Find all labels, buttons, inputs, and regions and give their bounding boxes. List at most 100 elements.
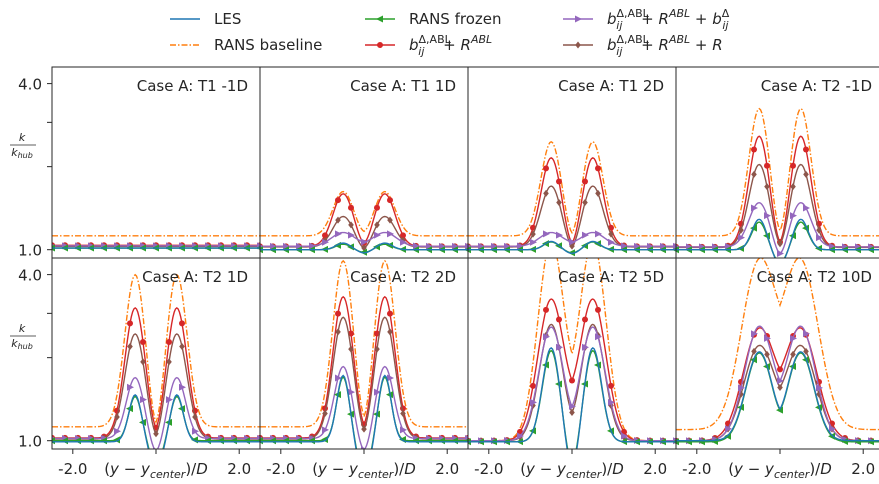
series-point-b_r_r: [387, 216, 393, 224]
legend-label-b_r: bΔ,ABL ij + RABL: [409, 33, 492, 58]
series-point-b_r: [335, 310, 341, 317]
series-point-b_r: [140, 339, 146, 346]
series-point-b_r_b: [387, 374, 394, 382]
y-axis-label-1: k khub: [10, 131, 36, 160]
svg-text:khub: khub: [11, 337, 33, 351]
series-point-b_r_b: [530, 398, 537, 406]
legend-entry-b_r_b: bΔ,ABL ij + RABL + bΔ ij: [563, 7, 730, 32]
series-point-b_r_r: [387, 328, 393, 336]
series-point-b_r_b: [725, 242, 732, 250]
series-point-b_r: [166, 339, 172, 346]
series-point-rans_frozen: [841, 437, 848, 445]
series-point-b_r: [179, 320, 185, 327]
series-point-b_r_r: [816, 226, 822, 234]
series-point-b_r: [387, 310, 393, 317]
series-line-rans_frozen: [52, 395, 260, 449]
x-axis-label: (y − ycenter)/D: [104, 460, 208, 481]
panel-8: Case A: T2 10D -2.0 2.0 (y − ycenter)/D: [675, 257, 879, 481]
series-point-b_r_b: [530, 238, 537, 246]
series-line-b_r_b: [676, 201, 879, 255]
series-point-b_r_r: [374, 345, 380, 353]
series-point-b_r: [790, 162, 796, 169]
series-point-b_r_b: [270, 242, 277, 250]
series-point-b_r_r: [114, 413, 120, 421]
series-point-rans_frozen: [776, 259, 783, 266]
series-point-b_r: [595, 306, 601, 313]
x-tick-label: 2.0: [435, 460, 459, 478]
series-point-b_r_b: [608, 238, 615, 246]
series-line-b_r_b: [260, 365, 468, 449]
series-point-b_r_b: [348, 231, 355, 239]
series-point-b_r_b: [556, 231, 563, 239]
panel-frame: [467, 66, 677, 259]
series-point-b_r_b: [335, 230, 342, 238]
series-point-b_r_b: [816, 234, 823, 242]
series-point-b_r_r: [166, 358, 172, 366]
y-tick-label: 1.0: [18, 433, 42, 451]
series-point-b_r_b: [764, 334, 771, 342]
series-point-b_r: [803, 146, 809, 153]
x-tick-label: -2.0: [58, 460, 87, 478]
svg-text:k: k: [19, 131, 26, 144]
series-point-b_r_r: [595, 189, 601, 197]
panel-7-series: [468, 258, 676, 449]
legend-label-rans_baseline: RANS baseline: [214, 36, 322, 54]
series-line-b_r: [260, 295, 468, 439]
x-tick-label: -2.0: [682, 460, 711, 478]
series-point-b_r_r: [153, 430, 159, 438]
series-point-b_r_b: [595, 333, 602, 341]
series-point-rans_frozen: [386, 241, 393, 249]
series-point-b_r_b: [400, 426, 407, 434]
series-point-b_r_b: [543, 230, 550, 238]
panel-5: Case A: T2 1D 1.0 4.0 -2.0 2.0 (y − ycenter)/…: [18, 257, 261, 481]
series-point-rans_frozen: [321, 435, 328, 443]
series-line-rans_baseline: [260, 259, 468, 428]
series-line-les: [468, 346, 676, 449]
series-point-b_r_r: [348, 345, 354, 353]
series-point-b_r_b: [803, 204, 810, 212]
series-point-b_r_b: [634, 242, 641, 250]
series-point-b_r: [543, 306, 549, 313]
series-point-b_r: [127, 320, 133, 327]
series-point-b_r_r: [803, 170, 809, 178]
series-point-b_r: [777, 366, 783, 373]
series-point-b_r: [569, 377, 575, 384]
series-line-rans_frozen: [676, 352, 879, 443]
legend-label-b_r_b: bΔ,ABL ij + RABL + bΔ ij: [607, 7, 730, 32]
series-point-b_r_r: [816, 390, 822, 398]
series-point-b_r_b: [296, 242, 303, 250]
panel-7: Case A: T2 5D -2.0 2.0 (y − ycenter)/D: [467, 257, 677, 481]
series-line-b_r: [52, 306, 260, 439]
panel-1: Case A: T1 -1D 1.0 4.0: [18, 66, 261, 260]
legend-label-b_r_r: bΔ,ABL ij + RABL + R: [607, 33, 723, 58]
series-point-b_r_b: [517, 432, 524, 440]
panel-title: Case A: T2 10D: [757, 268, 872, 286]
panel-title: Case A: T1 1D: [350, 77, 456, 95]
panel-3-series: [468, 140, 676, 257]
x-axis-label: (y − ycenter)/D: [520, 460, 624, 481]
series-point-b_r_b: [452, 242, 459, 250]
series-line-rans_baseline: [676, 107, 879, 237]
series-point-b_r_r: [361, 425, 367, 433]
series-point-b_r_b: [374, 388, 381, 396]
series-point-b_r_b: [738, 384, 745, 392]
series-line-b_r_r: [260, 316, 468, 440]
series-point-b_r: [400, 232, 406, 239]
series-line-rans_frozen: [260, 376, 468, 449]
legend-label-rans_frozen: RANS frozen: [409, 10, 502, 28]
series-point-b_r_b: [179, 383, 186, 391]
series-point-b_r_b: [361, 446, 367, 449]
series-point-b_r_r: [335, 328, 341, 336]
panel-title: Case A: T2 2D: [350, 268, 456, 286]
series-point-b_r: [348, 204, 354, 211]
series-line-rans_baseline: [260, 190, 468, 237]
panel-4: Case A: T2 -1D: [675, 66, 879, 266]
panel-1-series: [52, 235, 260, 252]
series-point-b_r_b: [413, 242, 420, 250]
legend-marker-rans_frozen: [376, 15, 383, 23]
series-point-b_r_r: [764, 183, 770, 191]
panel-6: Case A: T2 2D -2.0 2.0 (y − ycenter)/D: [259, 257, 469, 481]
series-point-b_r_r: [738, 226, 744, 234]
series-point-b_r_r: [530, 230, 536, 238]
